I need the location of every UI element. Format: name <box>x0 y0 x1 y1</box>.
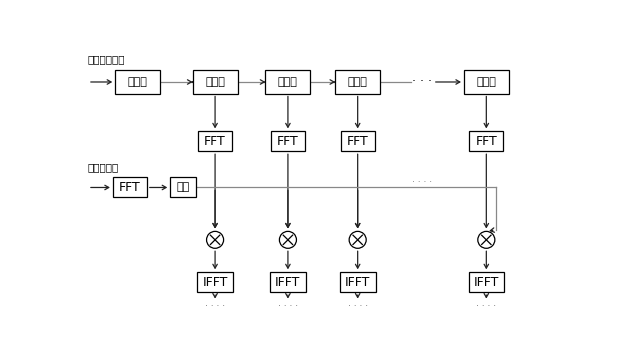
Text: IFFT: IFFT <box>474 276 499 289</box>
Text: 目标回波信号: 目标回波信号 <box>88 55 125 65</box>
Circle shape <box>207 231 223 248</box>
Circle shape <box>349 231 366 248</box>
Text: 预补偿: 预补偿 <box>348 77 368 87</box>
Bar <box>193 70 238 94</box>
Bar <box>198 131 232 151</box>
Text: FFT: FFT <box>476 135 497 148</box>
Bar <box>468 272 504 292</box>
Bar <box>341 131 375 151</box>
Text: · · · ·: · · · · <box>476 302 497 312</box>
Text: · · · ·: · · · · <box>412 178 432 187</box>
Bar <box>340 272 376 292</box>
Text: · · · ·: · · · · <box>347 302 368 312</box>
Text: IFFT: IFFT <box>202 276 228 289</box>
Text: · · ·: · · · <box>412 75 432 88</box>
Bar <box>197 272 233 292</box>
Bar <box>470 131 503 151</box>
Text: IFFT: IFFT <box>345 276 370 289</box>
Text: 预补偿: 预补偿 <box>205 77 225 87</box>
Text: · · · ·: · · · · <box>278 302 298 312</box>
Text: 预补偿: 预补偿 <box>128 77 147 87</box>
Text: 预补偿: 预补偿 <box>278 77 298 87</box>
Text: IFFT: IFFT <box>275 276 300 289</box>
Bar <box>170 178 196 198</box>
Text: FFT: FFT <box>119 181 141 194</box>
Text: 共轭: 共轭 <box>176 183 190 193</box>
Text: 预补偿: 预补偿 <box>476 77 496 87</box>
Text: · · · ·: · · · · <box>205 302 225 312</box>
Bar <box>270 272 306 292</box>
Text: 直达波信号: 直达波信号 <box>88 162 119 172</box>
Bar <box>464 70 509 94</box>
Bar <box>335 70 380 94</box>
Text: FFT: FFT <box>277 135 299 148</box>
Circle shape <box>478 231 495 248</box>
Bar <box>115 70 160 94</box>
Bar <box>271 131 305 151</box>
Text: FFT: FFT <box>347 135 368 148</box>
Bar <box>265 70 310 94</box>
Text: FFT: FFT <box>204 135 226 148</box>
Circle shape <box>280 231 296 248</box>
Bar <box>113 178 147 198</box>
